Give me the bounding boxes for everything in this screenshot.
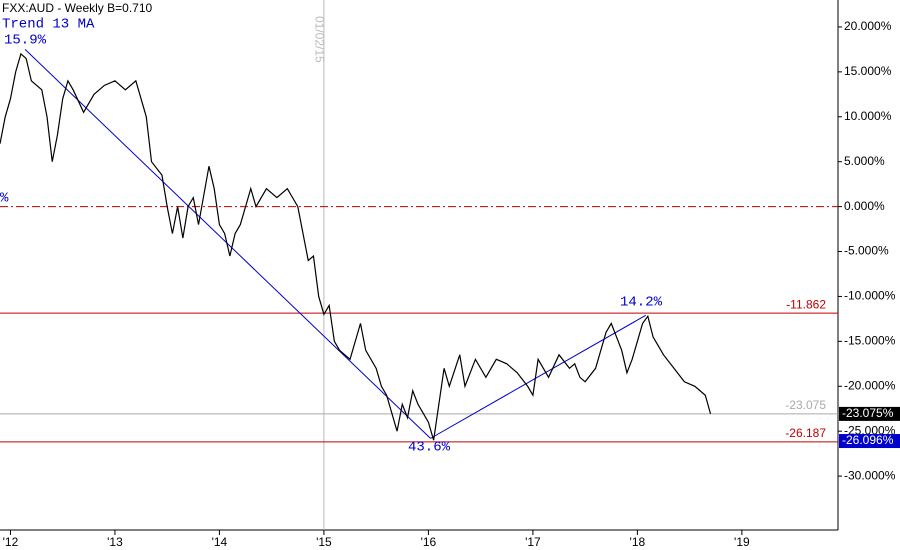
annotation: % [0,191,9,207]
x-tick-label: '16 [421,535,437,549]
y-tick-label: 15.000% [844,64,892,78]
price-badge-label: -23.075% [842,406,894,420]
x-tick-label: '13 [107,535,123,549]
price-badge [839,406,900,421]
y-tick-label: -15.000% [844,334,896,348]
trend-line [24,49,431,439]
y-tick-label: -10.000% [844,289,896,303]
y-tick-label: 5.000% [844,154,885,168]
x-tick-label: '15 [316,535,332,549]
price-badge [839,434,900,449]
date-label: 01/02/15 [313,16,327,63]
y-tick-label: -30.000% [844,468,896,482]
x-tick-label: '17 [525,535,541,549]
y-tick-label: -25.000% [844,423,896,437]
annotation: 14.2% [620,295,663,311]
price-line [0,52,712,441]
y-tick-label: -20.000% [844,378,896,392]
x-tick-label: '14 [212,535,228,549]
chart-title: FXX:AUD - Weekly B=0.710 [2,1,152,15]
price-badge-label: -26.096% [842,433,894,447]
x-tick-label: '12 [3,535,19,549]
trend-line [430,314,646,439]
level-label: -23.075 [785,398,826,412]
level-label: -11.862 [786,297,826,311]
y-tick-label: 0.000% [844,199,885,213]
y-tick-label: 10.000% [844,109,892,123]
y-tick-label: 20.000% [844,19,892,33]
x-tick-label: '18 [630,535,646,549]
annotation: 43.6% [408,440,451,456]
x-tick-label: '19 [734,535,750,549]
annotation: 15.9% [4,33,47,49]
level-label: -26.187 [785,426,826,440]
chart-subtitle: Trend 13 MA [2,17,95,33]
y-tick-label: -5.000% [844,244,889,258]
